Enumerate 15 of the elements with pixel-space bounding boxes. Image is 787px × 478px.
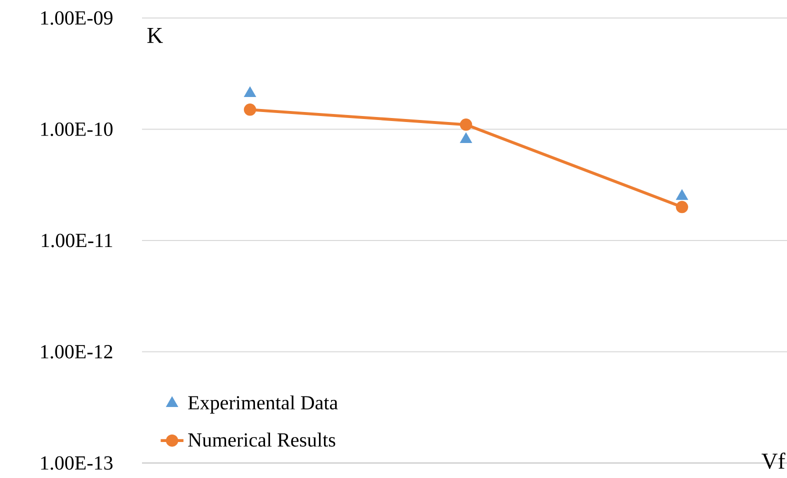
y-tick-label: 1.00E-13: [41, 456, 113, 470]
point: [460, 118, 472, 131]
point: [676, 189, 688, 200]
y-tick-label: 1.00E-11: [42, 234, 112, 248]
legend-label: Numerical Results: [188, 432, 336, 447]
y-tick-label: 1.00E-12: [41, 344, 112, 359]
point: [676, 200, 688, 214]
point: [460, 132, 472, 144]
y-tick-label: 1.00E-09: [41, 11, 112, 25]
x-axis-title: Vf: [762, 452, 786, 469]
legend-label: Experimental Data: [188, 395, 338, 414]
y-tick-label: 1.00E-10: [41, 122, 113, 136]
point: [244, 104, 256, 116]
y-axis-title: K: [147, 28, 163, 43]
point: [244, 86, 256, 98]
